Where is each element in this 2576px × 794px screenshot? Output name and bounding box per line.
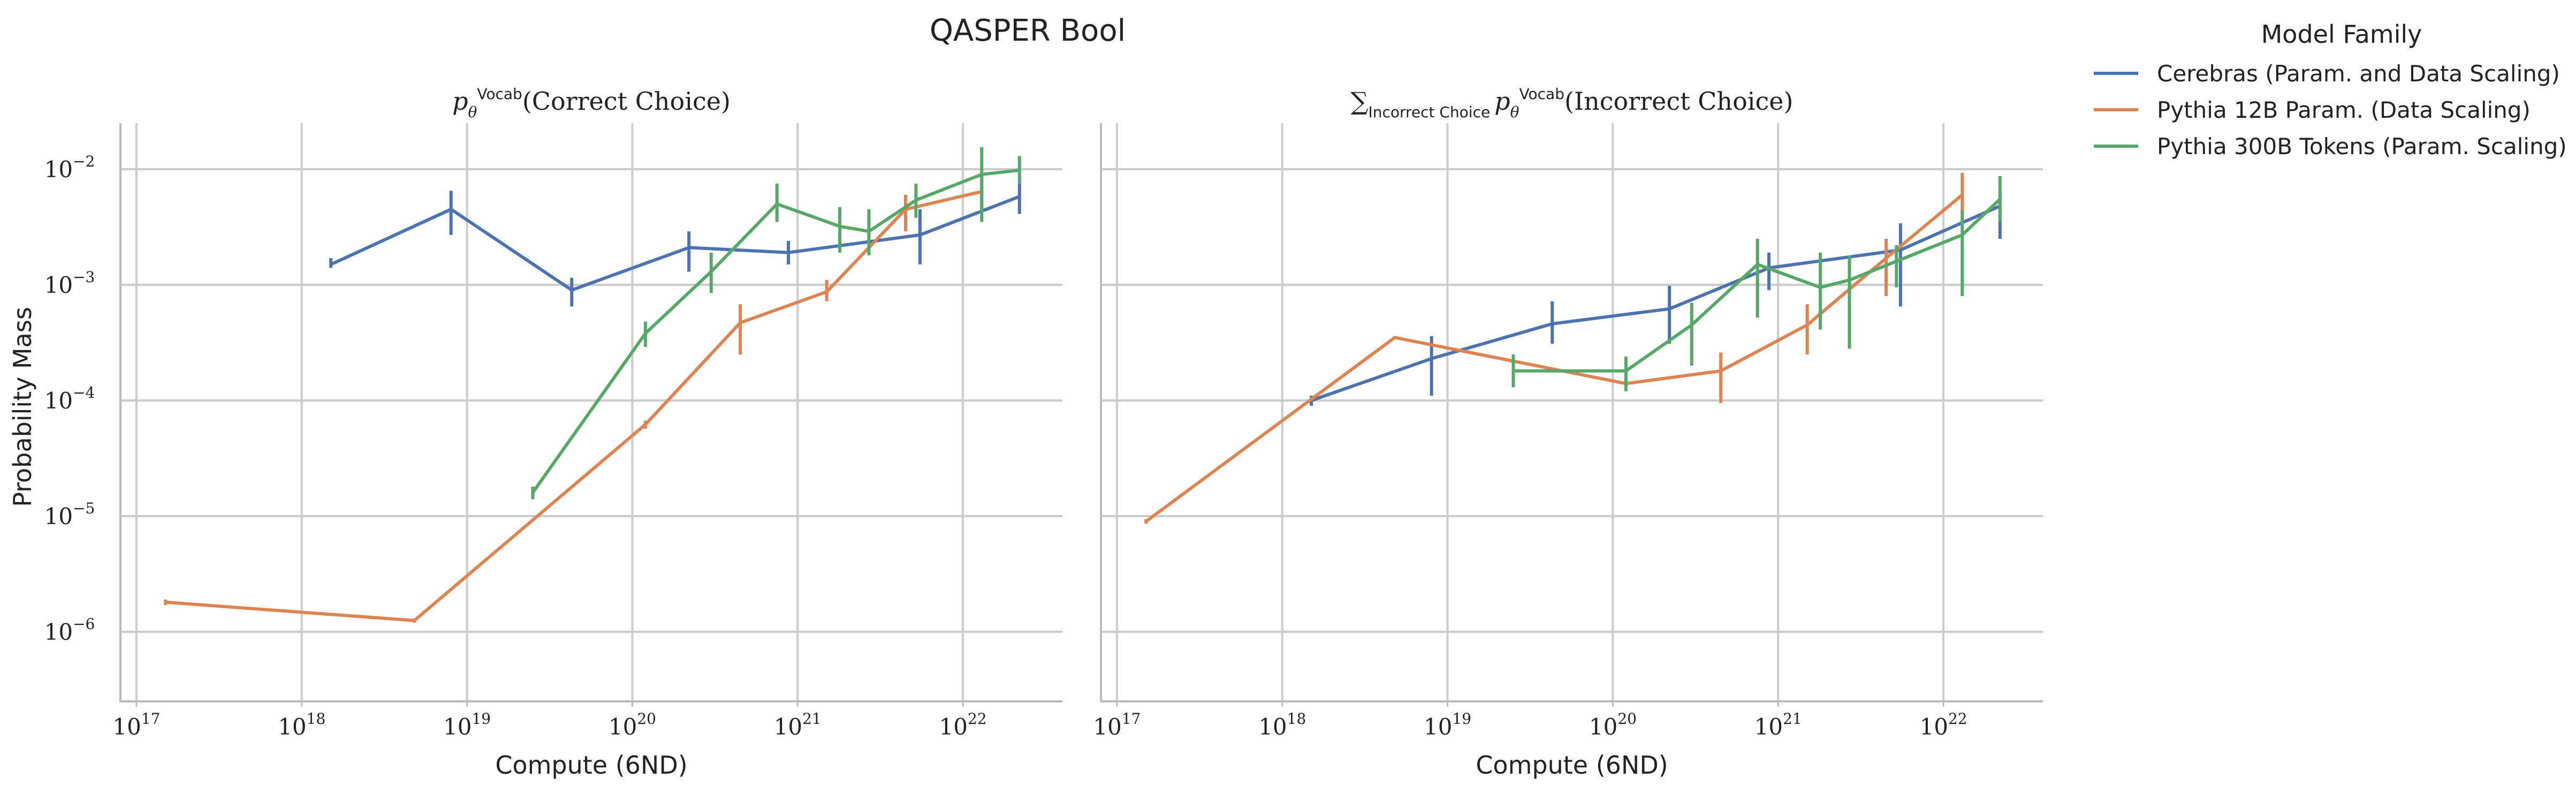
x-tick-label: 1020	[1589, 710, 1637, 740]
panel-incorrect-choice: 1017 1018 1019 1020 1021 1022 Compute (6ND) ∑In…	[1093, 85, 2043, 780]
panel-title: ∑Incorrect Choice pθVocab(Incorrect Choic…	[1351, 85, 1794, 121]
y-tick-label: 10−6	[44, 615, 95, 645]
x-tick-label: 1019	[1424, 710, 1471, 740]
legend: Model Family Cerebras (Param. and Data S…	[2094, 20, 2567, 160]
x-tick-label: 1022	[1920, 710, 1967, 740]
x-tick-label: 1021	[774, 710, 822, 740]
x-tick-label: 1019	[443, 710, 491, 740]
y-tick-label: 10−4	[44, 384, 95, 414]
x-tick-label: 1021	[1754, 710, 1802, 740]
legend-entry-pythia-12b-param-data-scaling: Pythia 12B Param. (Data Scaling)	[2094, 97, 2531, 123]
legend-label: Pythia 12B Param. (Data Scaling)	[2157, 97, 2531, 123]
y-tick-label: 10−2	[44, 153, 95, 183]
series-pythia-300b-tokens-param-scaling	[531, 147, 1021, 500]
x-tick-label: 1022	[939, 710, 987, 740]
x-tick-label: 1020	[609, 710, 656, 740]
series-line	[165, 190, 982, 622]
series-cerebras-param-and-data-scaling	[1310, 188, 2002, 406]
legend-label: Cerebras (Param. and Data Scaling)	[2157, 61, 2560, 87]
axis-spine	[1100, 123, 2043, 702]
axis-spine	[119, 123, 1062, 702]
legend-label: Pythia 300B Tokens (Param. Scaling)	[2157, 133, 2567, 160]
x-tick-label: 1018	[278, 710, 325, 740]
x-axis-label: Compute (6ND)	[1476, 751, 1668, 780]
series-line	[1145, 193, 1964, 523]
panel-title: pθVocab(Correct Choice)	[452, 85, 731, 121]
legend-entry-cerebras-param-and-data-scaling: Cerebras (Param. and Data Scaling)	[2094, 61, 2560, 87]
panel-correct-choice: 1017 1018 1019 1020 1021 1022 10−6 10−5 10−4 10−3…	[44, 85, 1062, 780]
series-pythia-12b-param-data-scaling	[1144, 172, 1964, 524]
x-tick-label: 1017	[1093, 710, 1141, 740]
figure-title: QASPER Bool	[930, 13, 1126, 48]
series-cerebras-param-and-data-scaling	[329, 183, 1021, 307]
legend-entry-pythia-300b-tokens-param-scaling: Pythia 300B Tokens (Param. Scaling)	[2094, 133, 2567, 160]
y-tick-label: 10−5	[44, 500, 95, 530]
legend-title: Model Family	[2261, 20, 2422, 49]
series-line	[1311, 205, 2001, 402]
x-tick-label: 1018	[1258, 710, 1306, 740]
series-pythia-300b-tokens-param-scaling	[1511, 176, 2002, 391]
y-axis-label: Probability Mass	[8, 307, 37, 507]
x-tick-label: 1017	[112, 710, 160, 740]
y-tick-label: 10−3	[44, 268, 95, 298]
x-axis-label: Compute (6ND)	[495, 751, 687, 780]
series-pythia-12b-param-data-scaling	[164, 172, 984, 623]
